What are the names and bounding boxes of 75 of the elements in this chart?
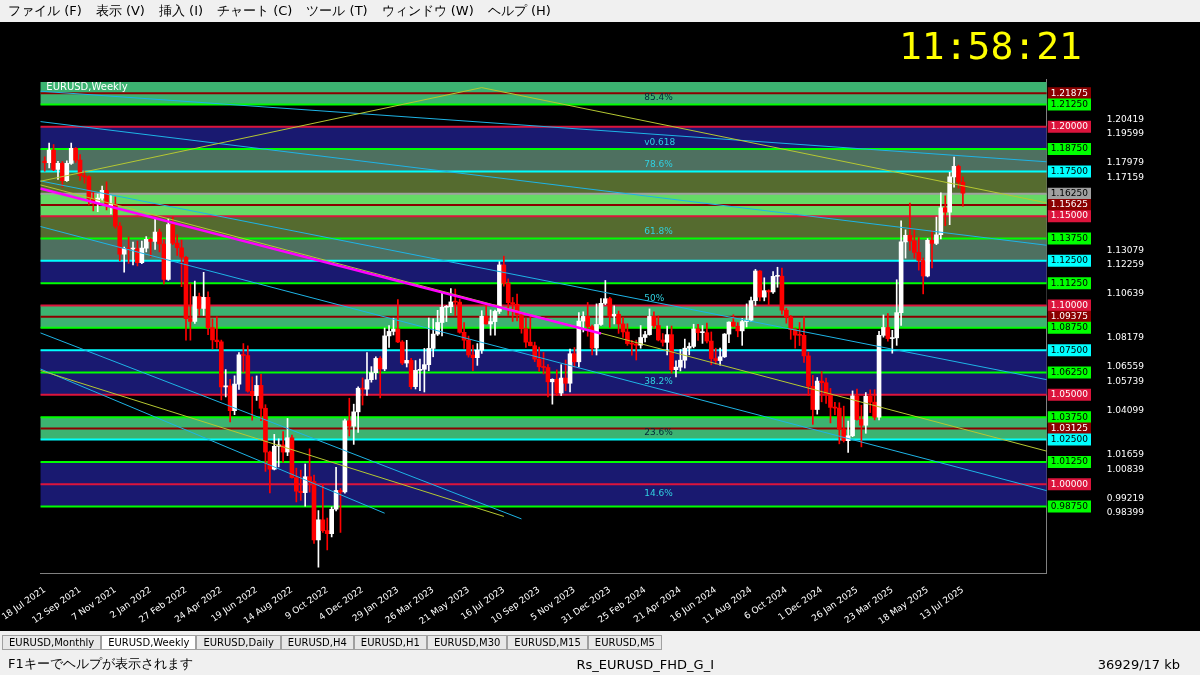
y-tick-label: 1.00839	[1106, 463, 1145, 474]
text: EURUSD,M30	[426, 634, 508, 650]
text: ウィンドウ (W)	[381, 2, 474, 20]
ref-line-label: 1.00000	[1050, 478, 1089, 489]
ref-line-label: 1.08750	[1050, 322, 1089, 333]
y-tick-label: 1.17159	[1106, 171, 1145, 182]
text: ツール (T)	[306, 2, 368, 20]
text: EURUSD,Weekly	[101, 634, 197, 650]
y-tick-label: 0.98399	[1106, 507, 1145, 518]
ref-line-label: 1.07500	[1050, 344, 1089, 355]
candlestick	[417, 358, 423, 391]
candlestick	[633, 339, 639, 361]
ref-line-label: 1.16250	[1050, 188, 1089, 199]
candlestick	[298, 469, 304, 501]
y-tick-label: 1.08179	[1106, 332, 1145, 343]
ref-line-label: 1.01250	[1050, 456, 1089, 467]
y-tick-label: 1.20419	[1106, 113, 1145, 124]
text: Rs_EURUSD_FHD_G_I	[576, 656, 715, 672]
ref-line-label: 1.12500	[1050, 255, 1089, 266]
y-tick-label: 1.04099	[1106, 405, 1145, 416]
y-tick-label: 1.13079	[1106, 244, 1145, 255]
band-label: 61.8%	[644, 226, 674, 237]
y-tick-label: 1.01659	[1106, 448, 1145, 459]
text: EURUSD,M5	[587, 634, 662, 650]
ref-line-label: 1.13750	[1050, 232, 1089, 243]
ref-line-label: 1.15000	[1050, 210, 1089, 221]
y-tick-label: 1.06559	[1106, 361, 1145, 372]
candlestick	[929, 230, 935, 269]
band-label: 85.4%	[644, 92, 674, 103]
candlestick	[148, 237, 154, 258]
ref-line-label: 1.03125	[1050, 422, 1088, 433]
text: チャート (C)	[217, 2, 293, 20]
ref-line-label: 1.05000	[1050, 389, 1089, 400]
candlestick	[42, 156, 48, 172]
text: EURUSD,H1	[353, 634, 427, 650]
y-tick-label: 1.19599	[1106, 128, 1145, 139]
text: F1キーでヘルプが表示されます	[8, 655, 193, 673]
chart-title: EURUSD,Weekly	[46, 80, 128, 92]
ref-line-label: 1.03750	[1050, 411, 1089, 422]
ref-line-label: 1.21250	[1050, 98, 1089, 109]
y-tick-label: 1.17979	[1106, 157, 1145, 168]
ref-line-label: 1.21875	[1050, 87, 1088, 98]
y-tick-label: 1.10639	[1106, 288, 1145, 299]
text: ヘルプ (H)	[487, 2, 551, 20]
band-label: 14.6%	[644, 487, 674, 498]
band-label: 78.6%	[644, 159, 674, 170]
candlestick	[766, 289, 772, 306]
candlestick	[404, 340, 410, 368]
candlestick	[223, 369, 229, 398]
y-tick-label: 0.99219	[1106, 492, 1145, 503]
ref-line-label: 1.10000	[1050, 299, 1089, 310]
text: 11:58:21	[898, 24, 1082, 68]
band-label: v0.618	[644, 136, 676, 147]
ref-line-label: 1.09375	[1050, 311, 1088, 322]
text: EURUSD,Daily	[196, 634, 281, 650]
ref-line-label: 1.17500	[1050, 165, 1089, 176]
ref-line-label: 1.02500	[1050, 433, 1089, 444]
text: EURUSD,Monthly	[2, 634, 102, 650]
ref-line-label: 1.06250	[1050, 366, 1089, 377]
ref-line-label: 1.11250	[1050, 277, 1089, 288]
text: EURUSD,H4	[280, 634, 354, 650]
ref-line-label: 0.98750	[1050, 500, 1089, 511]
text: 表示 (V)	[95, 2, 145, 20]
text: ファイル (F)	[8, 2, 82, 20]
text: 挿入 (I)	[158, 2, 204, 20]
ref-line-label: 1.15625	[1050, 199, 1088, 210]
band-label: 38.2%	[644, 375, 674, 386]
text: EURUSD,M15	[507, 634, 588, 650]
y-tick-label: 1.05739	[1106, 376, 1145, 386]
y-tick-label: 1.12259	[1106, 259, 1145, 270]
ref-line-label: 1.18750	[1050, 143, 1089, 154]
band-label: 50%	[644, 293, 665, 304]
ref-line-label: 1.20000	[1050, 121, 1089, 132]
band-label: 23.6%	[644, 427, 674, 438]
text: 36929/17 kb	[1097, 656, 1180, 672]
